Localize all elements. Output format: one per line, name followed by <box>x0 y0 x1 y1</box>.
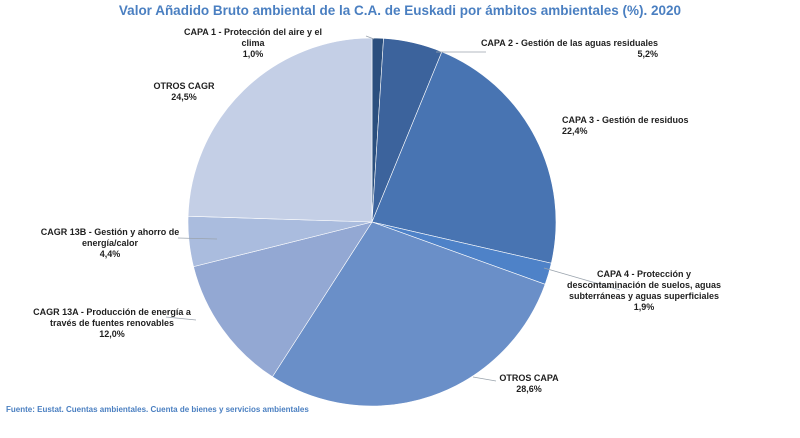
source-note: Fuente: Eustat. Cuentas ambientales. Cue… <box>6 405 309 414</box>
label-capa1: CAPA 1 - Protección del aire y el clima … <box>178 27 328 60</box>
label-capa2-value: 5,2% <box>637 49 658 59</box>
leader-line <box>365 35 375 40</box>
label-otros-capa-value: 28,6% <box>516 384 542 394</box>
label-capa3: CAPA 3 - Gestión de residuos 22,4% <box>562 115 712 137</box>
slice-cagr13a <box>193 221 373 378</box>
label-capa1-name: CAPA 1 - Protección del aire y el clima <box>183 27 323 48</box>
leader-line <box>177 237 218 240</box>
label-cagr13a-value: 12,0% <box>99 329 125 339</box>
label-capa4-value: 1,9% <box>633 302 655 312</box>
label-otros-capa-name: OTROS CAPA <box>499 373 559 383</box>
chart-title: Valor Añadido Bruto ambiental de la C.A.… <box>118 3 682 18</box>
label-cagr13b-value: 4,4% <box>99 249 121 259</box>
label-cagr13a-name: CAGR 13A - Producción de energía a travé… <box>33 307 191 328</box>
leader-line <box>165 316 197 321</box>
leader-line <box>543 267 621 291</box>
label-cagr13a: CAGR 13A - Producción de energía a travé… <box>32 307 192 340</box>
label-capa3-value: 22,4% <box>562 126 588 136</box>
slice-otros-capa <box>272 221 546 407</box>
label-capa3-name: CAPA 3 - Gestión de residuos <box>562 115 689 125</box>
label-otros-cagr-name: OTROS CAGR <box>153 81 215 91</box>
label-cagr13b: CAGR 13B - Gestión y ahorro de energía/c… <box>36 227 184 260</box>
label-otros-cagr-value: 24,5% <box>171 92 197 102</box>
label-cagr13b-name: CAGR 13B - Gestión y ahorro de energía/c… <box>40 227 180 248</box>
label-otros-cagr: OTROS CAGR 24,5% <box>140 81 228 103</box>
label-capa4-name: CAPA 4 - Protección y descontaminación d… <box>566 269 722 301</box>
leader-line <box>472 376 497 382</box>
label-capa2: CAPA 2 - Gestión de las aguas residuales… <box>458 38 658 60</box>
slice-capa3 <box>371 51 557 264</box>
label-capa4: CAPA 4 - Protección y descontaminación d… <box>560 269 728 313</box>
label-otros-capa: OTROS CAPA 28,6% <box>474 373 584 395</box>
label-capa2-name: CAPA 2 - Gestión de las aguas residuales <box>480 38 658 48</box>
label-capa1-value: 1,0% <box>242 49 264 59</box>
slice-otros-cagr <box>187 37 373 223</box>
